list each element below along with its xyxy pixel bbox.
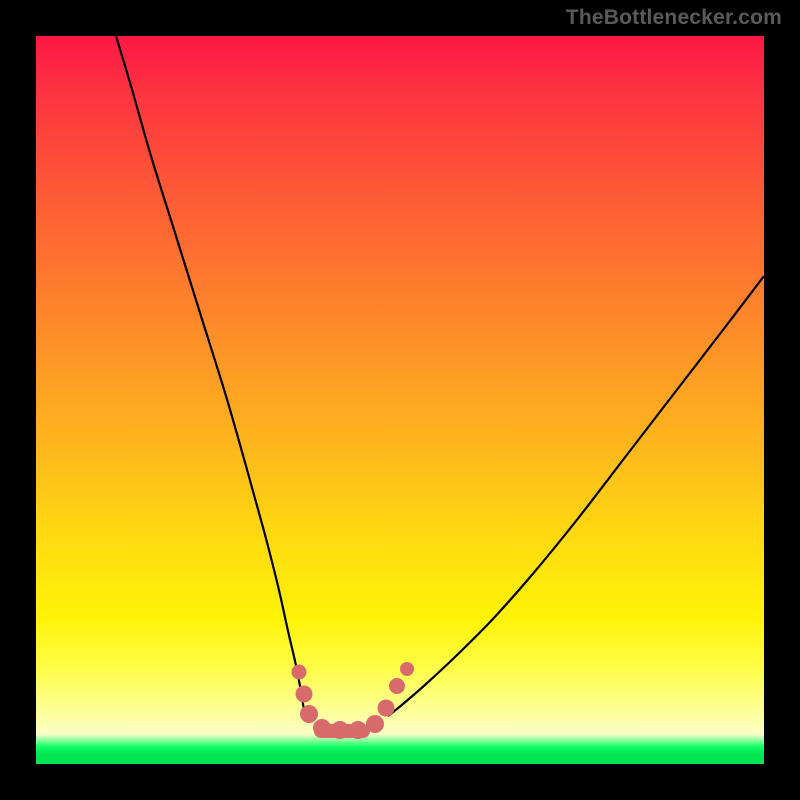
valley-marker: [292, 662, 415, 739]
valley-bead: [366, 715, 384, 733]
chart-area: [36, 36, 764, 764]
valley-bead: [389, 678, 405, 694]
valley-bead: [400, 662, 414, 676]
valley-bead: [349, 721, 367, 739]
curve-left: [116, 36, 305, 716]
curve-right: [388, 276, 764, 716]
valley-bead: [313, 719, 331, 737]
bottleneck-curves: [36, 36, 764, 764]
valley-bead: [300, 705, 318, 723]
watermark-text: TheBottlenecker.com: [566, 6, 782, 30]
valley-bead: [296, 686, 313, 703]
valley-bead: [378, 700, 395, 717]
valley-bead: [292, 665, 307, 680]
valley-bead: [331, 721, 349, 739]
